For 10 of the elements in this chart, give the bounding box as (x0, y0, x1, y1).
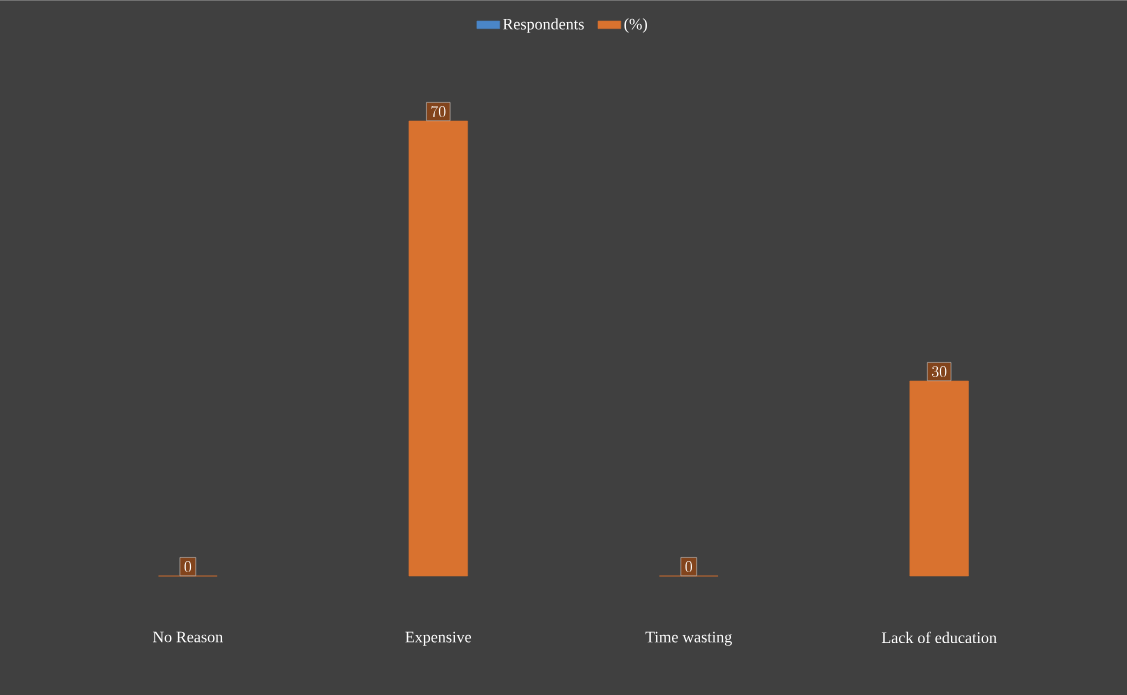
data-label: 70 (431, 105, 446, 118)
data-label: 30 (931, 366, 947, 378)
x-tick-label: Time wasting (645, 631, 732, 646)
x-tick-label: No Reason (152, 631, 223, 643)
data-label: 0 (184, 561, 192, 573)
legend-label: (%) (624, 18, 647, 33)
legend-label: Respondents (503, 18, 584, 33)
x-tick-label: Lack of education (881, 631, 997, 644)
data-label: 0 (685, 561, 692, 573)
x-tick-label: Expensive (405, 631, 472, 646)
